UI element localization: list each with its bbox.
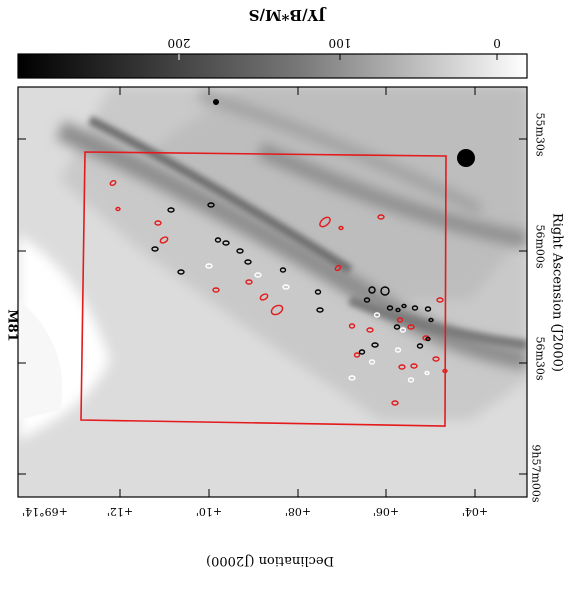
dec-tick-label: +12' [106, 505, 134, 518]
survey-footprint-box [80, 151, 447, 427]
contour-overlay [109, 180, 448, 406]
ra-axis-title: Right Ascension (J2000) [549, 212, 565, 372]
dec-tick-label: +69°14' [22, 505, 68, 518]
black-contours [151, 202, 434, 355]
axis-ticks [18, 87, 527, 497]
colorbar-unit-label: JY/B*M/S [248, 6, 326, 24]
ra-tick-label: 55m30s [533, 112, 547, 157]
ra-tick-label: 9h57m00s [529, 444, 543, 503]
ra-tick-label: 56m30s [533, 336, 547, 381]
dec-tick-label: +06' [372, 505, 400, 518]
white-contours [205, 263, 430, 383]
ra-tick-label: 56m00s [533, 224, 547, 269]
dec-tick-label: +08' [284, 505, 312, 518]
object-label: M81 [4, 309, 20, 342]
colorbar-tick-label-0: 0 [493, 36, 501, 50]
hi-intensity-map [18, 87, 527, 497]
colorbar [17, 53, 528, 79]
colorbar-tick-label-200: 200 [167, 36, 191, 50]
dec-axis-title: Declination (J2000) [206, 553, 334, 568]
dec-tick-label: +04' [461, 505, 489, 518]
image-frame [17, 86, 528, 498]
colorbar-tick-label-100: 100 [328, 36, 352, 50]
red-contours [109, 180, 448, 406]
dec-tick-label: +10' [195, 505, 223, 518]
